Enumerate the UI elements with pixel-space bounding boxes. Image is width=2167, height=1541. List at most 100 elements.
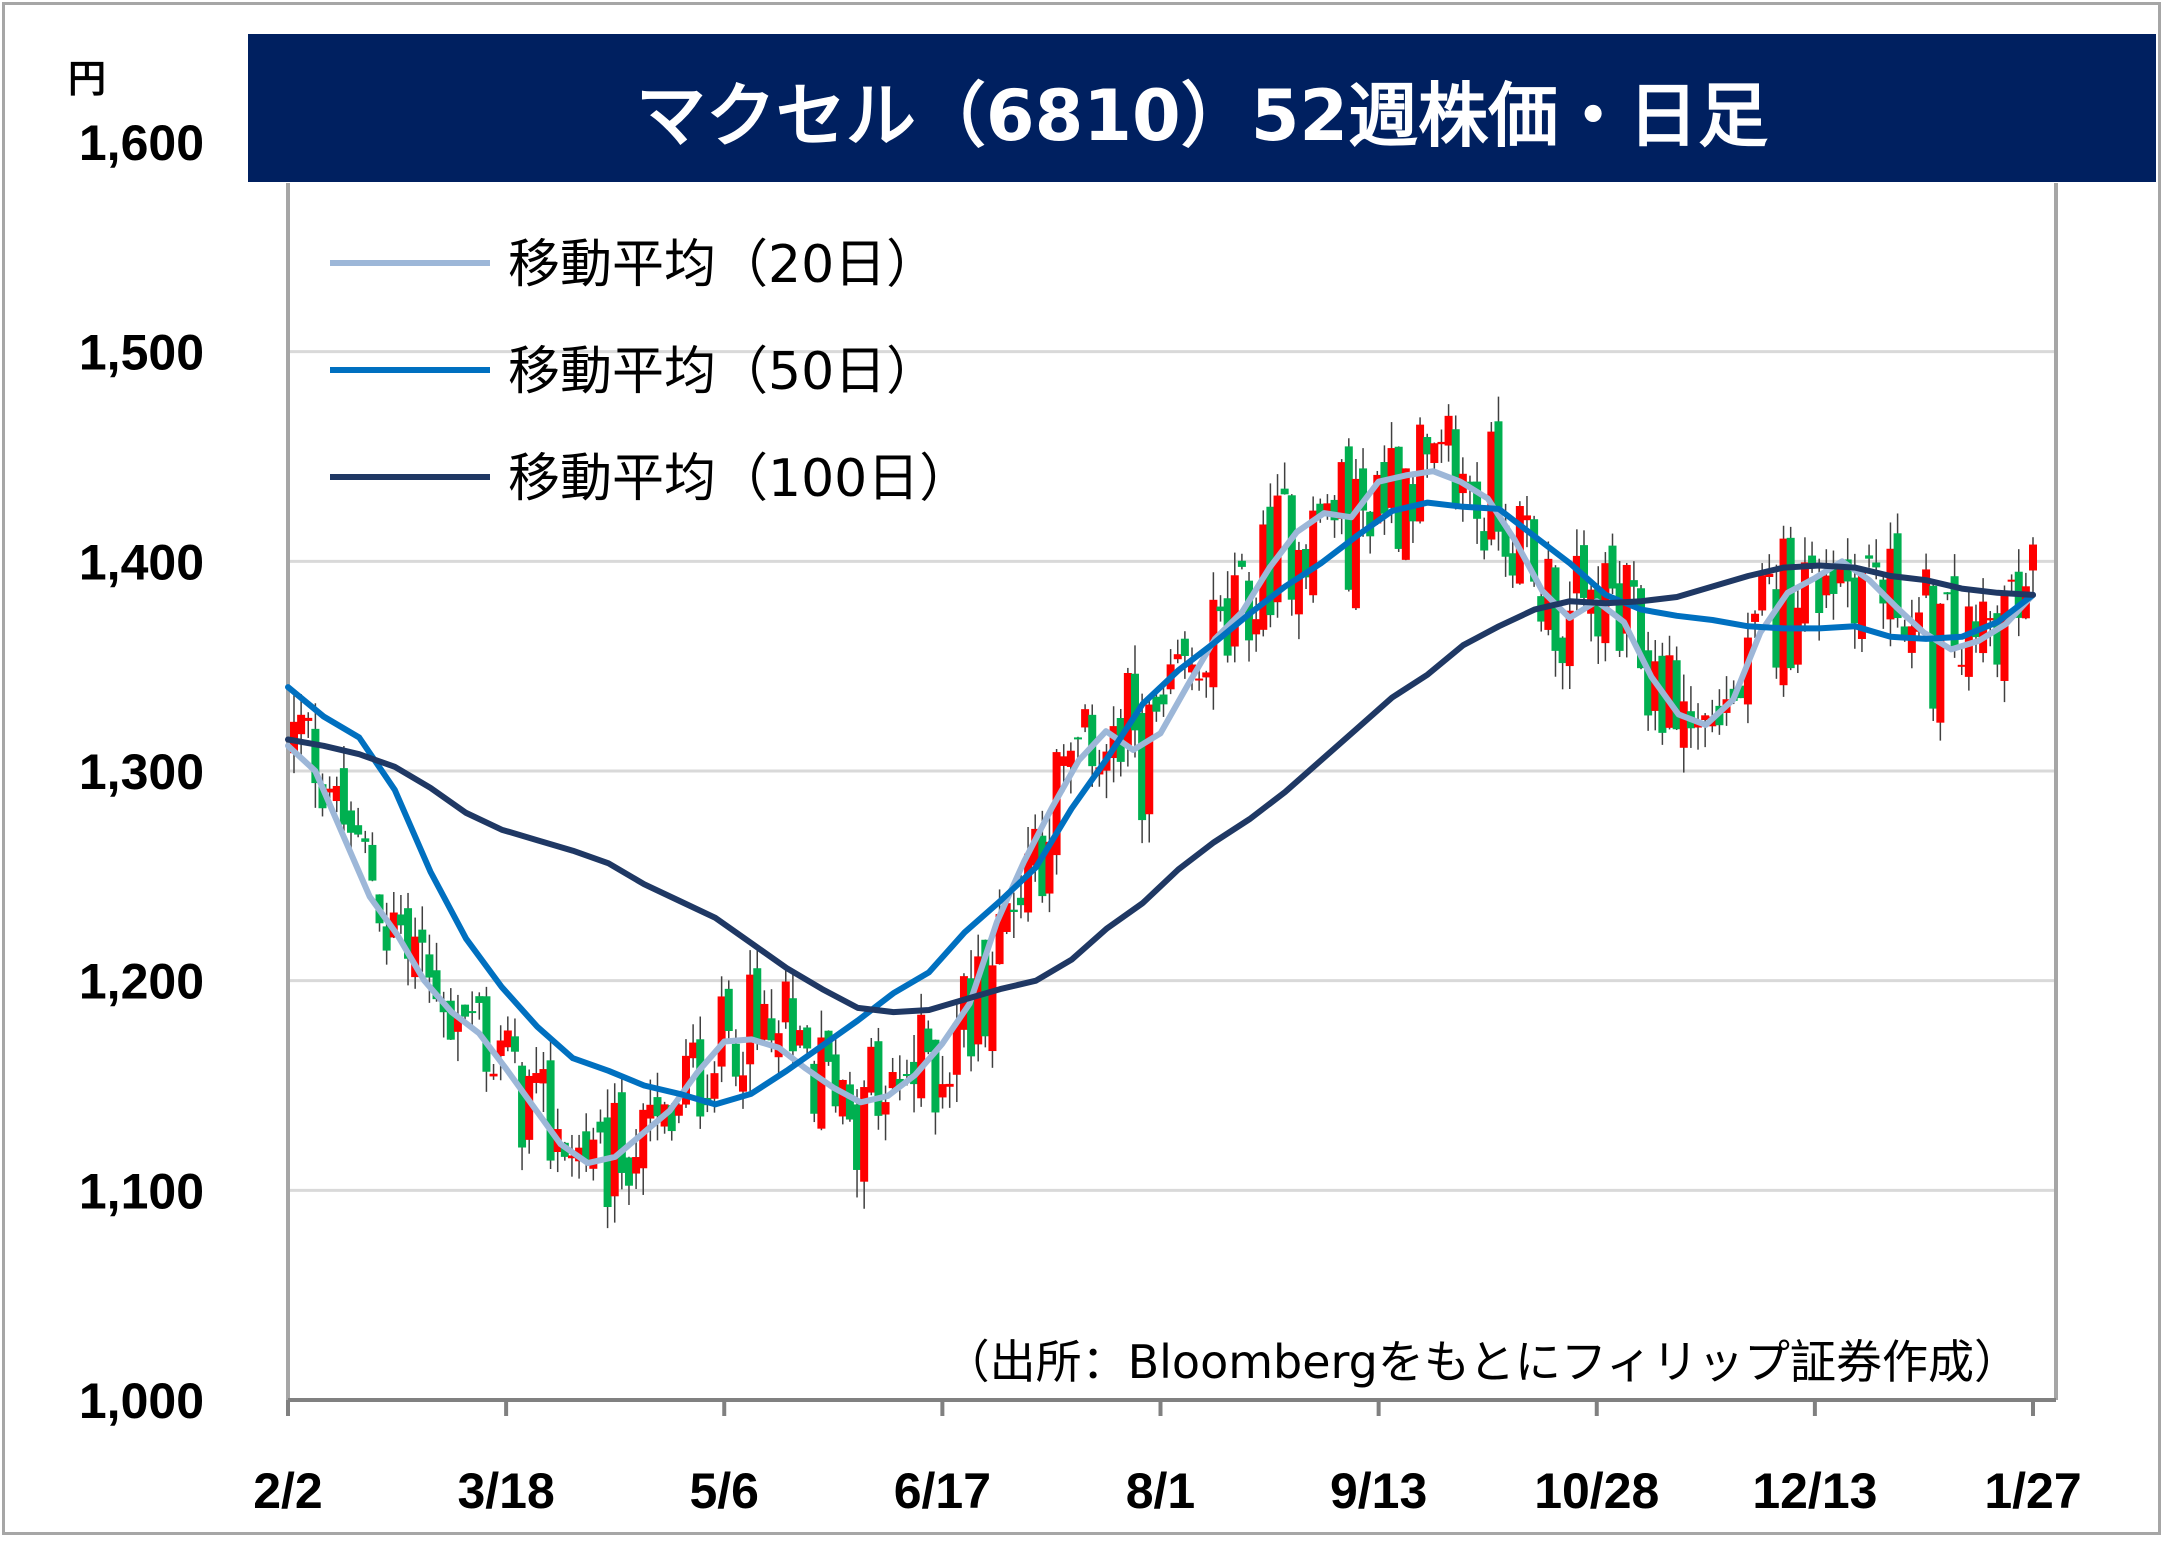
candle-up xyxy=(959,976,968,1030)
candle-up xyxy=(1779,538,1788,686)
candle-down xyxy=(624,1157,633,1186)
candle-down xyxy=(1929,585,1938,709)
y-tick-label: 1,200 xyxy=(79,954,204,1010)
candle-up xyxy=(1437,441,1446,445)
legend-label-ma20: 移動平均（20日） xyxy=(508,235,938,295)
candle-down xyxy=(518,1065,527,1148)
candle-up xyxy=(1031,828,1040,866)
candle-up xyxy=(1081,709,1090,728)
candle-up xyxy=(453,1018,462,1032)
source-note: （出所：Bloombergをもとにフィリップ証券作成） xyxy=(944,1335,2020,1389)
ma-line-100 xyxy=(285,562,2036,1016)
legend-item-ma20: 移動平均（20日） xyxy=(330,235,938,295)
candle-up xyxy=(988,965,997,1052)
candle-up xyxy=(1565,610,1574,667)
candle-down xyxy=(902,1074,911,1077)
candle-up xyxy=(1024,853,1033,913)
candle-up xyxy=(860,1087,869,1182)
candle-up xyxy=(1886,548,1895,620)
candle-up xyxy=(1986,618,1995,621)
candle-down xyxy=(1644,650,1653,716)
candle-down xyxy=(368,844,377,881)
candle-down xyxy=(1736,685,1745,699)
candle-up xyxy=(1758,575,1767,611)
x-tick-label: 2/2 xyxy=(253,1463,323,1519)
candle-up xyxy=(995,914,1004,965)
candle-up xyxy=(1273,495,1282,603)
candle-up xyxy=(1444,415,1453,446)
candle-up xyxy=(567,1155,576,1159)
candle-up xyxy=(1857,572,1866,639)
candle-up xyxy=(760,1003,769,1040)
candle-up xyxy=(1202,672,1211,678)
legend-item-ma50: 移動平均（50日） xyxy=(330,342,938,402)
candle-down xyxy=(361,838,370,842)
candle-up xyxy=(632,1157,641,1174)
candle-down xyxy=(347,810,356,833)
candle-up xyxy=(304,717,313,721)
candle-down xyxy=(468,1011,477,1014)
legend-item-ma100: 移動平均（100日） xyxy=(330,449,971,509)
candle-down xyxy=(1501,525,1510,557)
candle-down xyxy=(1451,429,1460,509)
candle-down xyxy=(1637,588,1646,669)
candle-down xyxy=(461,1004,470,1017)
x-tick-label: 5/6 xyxy=(689,1463,759,1519)
candle-down xyxy=(1138,713,1147,821)
candle-down xyxy=(1016,897,1025,906)
candle-up xyxy=(1123,672,1132,747)
candle-down xyxy=(1843,559,1852,582)
candle-down xyxy=(475,996,484,1003)
candle-down xyxy=(1380,462,1389,514)
y-unit-label: 円 xyxy=(68,57,106,101)
candle-down xyxy=(1473,481,1482,519)
candle-down xyxy=(432,970,441,1000)
candle-down xyxy=(667,1105,676,1132)
candle-up xyxy=(952,1022,961,1075)
legend-label-ma50: 移動平均（50日） xyxy=(508,342,938,402)
candle-down xyxy=(1808,555,1817,567)
candle-up xyxy=(917,1014,926,1099)
candle-up xyxy=(867,1046,876,1093)
y-tick-label: 1,400 xyxy=(79,534,204,590)
candle-down xyxy=(1280,488,1289,495)
candle-down xyxy=(446,1000,455,1040)
ma-line-50 xyxy=(285,499,2036,1108)
candle-down xyxy=(1237,560,1246,567)
moving-average-lines xyxy=(285,468,2036,1167)
candle-up xyxy=(1822,575,1831,596)
candle-up xyxy=(1914,612,1923,632)
candle-down xyxy=(853,1104,862,1170)
candle-up xyxy=(589,1139,598,1169)
candle-up xyxy=(496,1040,505,1057)
candle-down xyxy=(1494,421,1503,532)
candle-up xyxy=(781,981,790,1023)
candle-down xyxy=(831,1054,840,1107)
candle-up xyxy=(1230,575,1239,647)
candle-up xyxy=(1679,701,1688,748)
candle-down xyxy=(418,929,427,943)
candle-down xyxy=(318,784,327,809)
candle-down xyxy=(845,1084,854,1120)
y-tick-label: 1,500 xyxy=(79,325,204,381)
candle-down xyxy=(1943,592,1952,595)
candle-down xyxy=(596,1121,605,1133)
candle-up xyxy=(297,714,306,735)
candle-up xyxy=(838,1079,847,1117)
x-tick-label: 12/13 xyxy=(1752,1463,1877,1519)
candle-up xyxy=(610,1102,619,1197)
candle-down xyxy=(1287,495,1296,600)
candle-up xyxy=(1337,462,1346,519)
candle-up xyxy=(817,1037,826,1129)
candle-up xyxy=(1188,664,1197,673)
candle-down xyxy=(1629,580,1638,587)
candle-up xyxy=(710,1073,719,1099)
candle-down xyxy=(788,998,797,1052)
x-tick-label: 1/27 xyxy=(1984,1463,2081,1519)
candle-up xyxy=(881,1102,890,1115)
x-tick-label: 3/18 xyxy=(457,1463,554,1519)
candle-down xyxy=(724,988,733,1031)
candle-down xyxy=(810,1063,819,1114)
candle-up xyxy=(1195,678,1204,681)
